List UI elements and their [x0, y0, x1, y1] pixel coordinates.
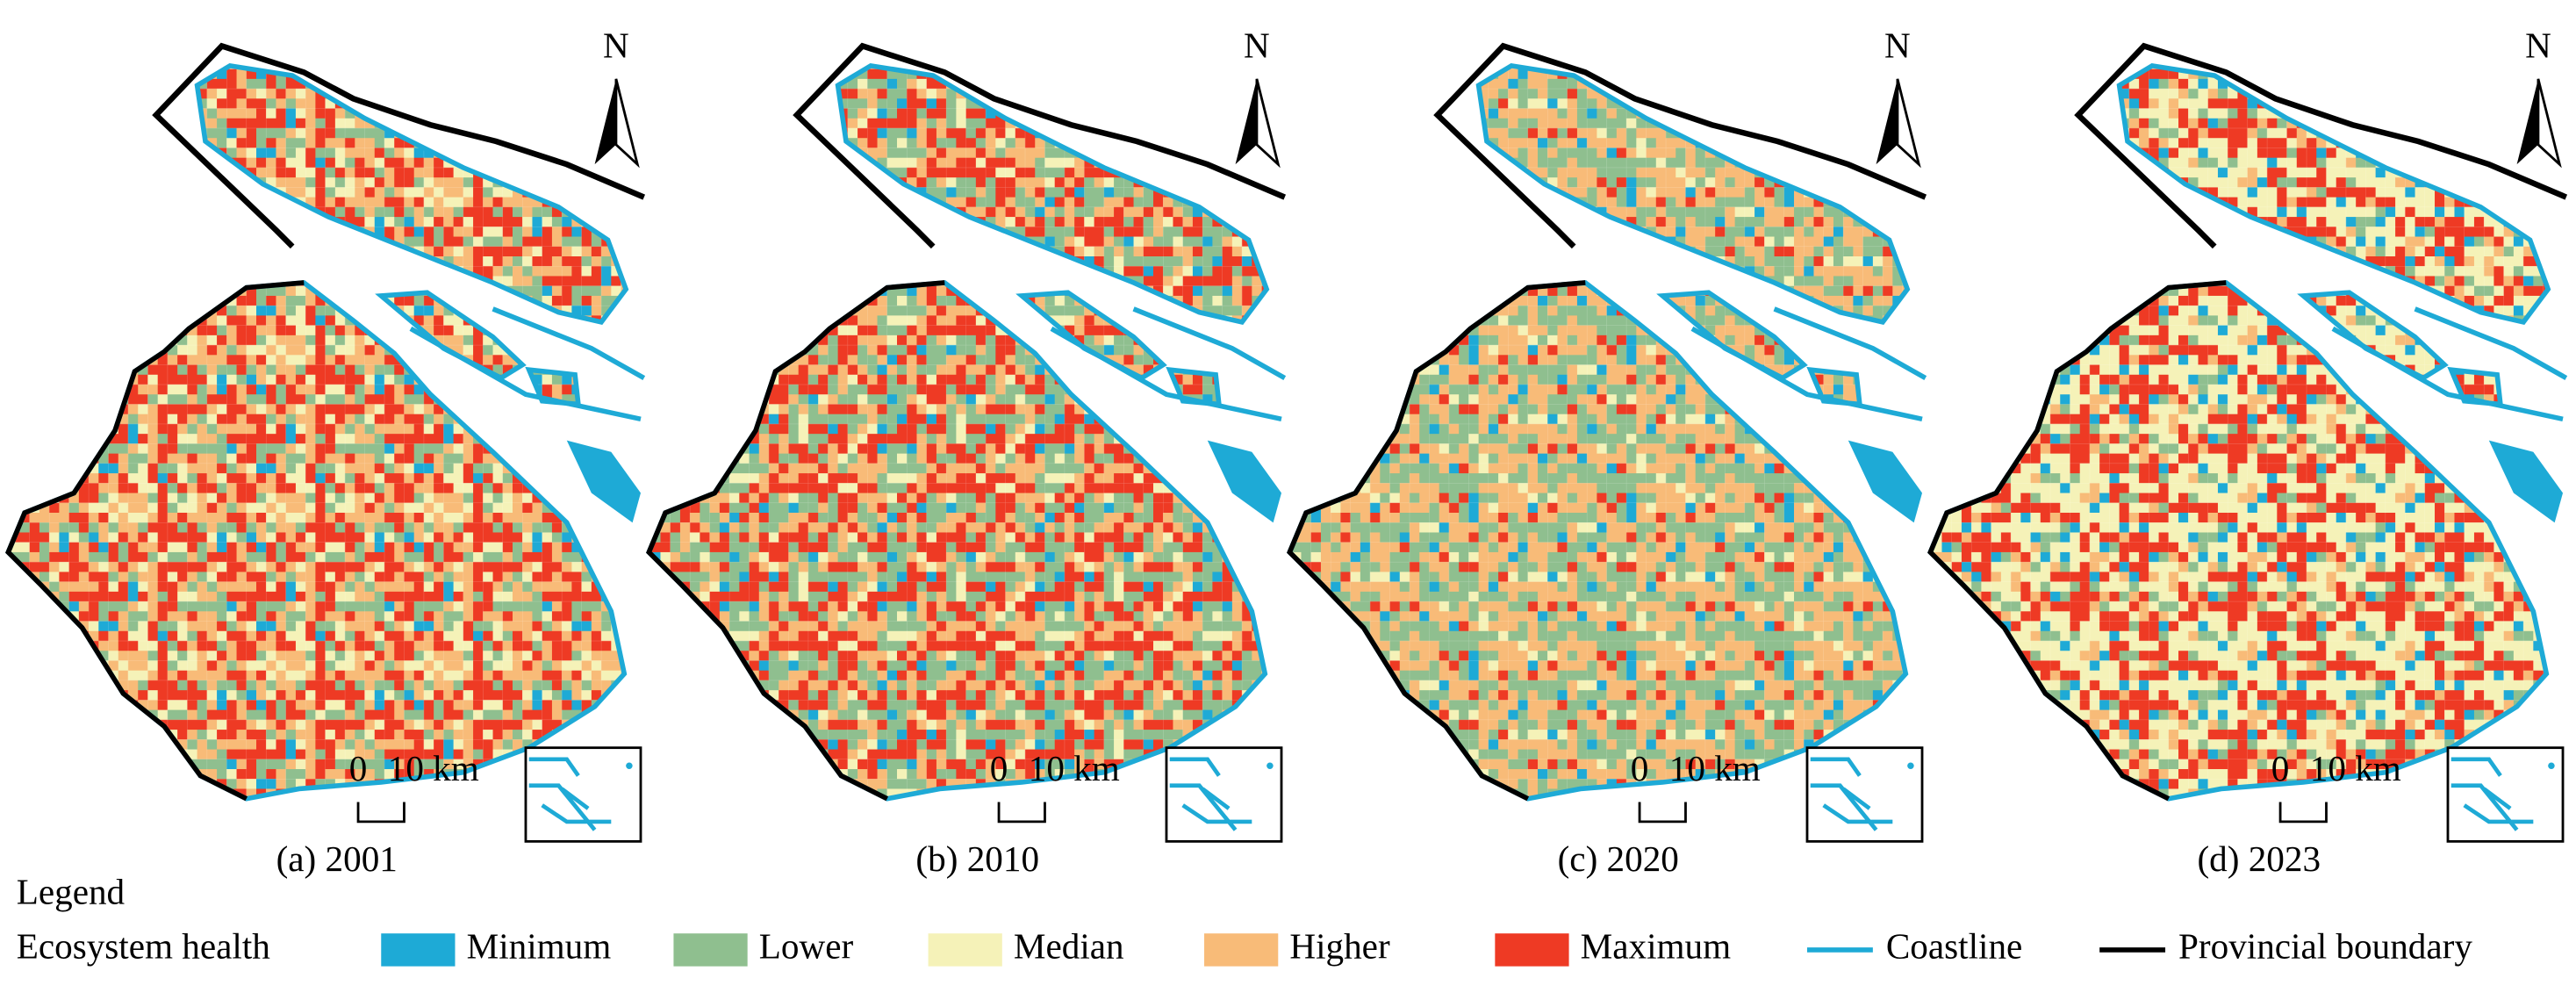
panel-label: (d) 2023: [2197, 838, 2321, 880]
scale-start: 0: [349, 748, 368, 788]
province-boundary: [5, 280, 305, 802]
inset-island: [626, 762, 633, 770]
estuary-line: [1050, 306, 1287, 422]
map-panel: N 0 10 km (b) 2010: [646, 25, 1287, 880]
north-arrow: [1896, 78, 1921, 169]
legend-label: Maximum: [1581, 925, 1731, 966]
north-label: N: [603, 25, 629, 66]
map-panel: N 0 10 km (c) 2020: [1287, 25, 1927, 880]
map-panel: N 0 10 km (d) 2023: [1927, 25, 2568, 880]
panel-label: (c) 2020: [1558, 838, 1679, 880]
north-label: N: [2525, 25, 2551, 66]
legend-swatch: [1495, 933, 1569, 967]
legend-label: Median: [1014, 925, 1124, 966]
legend-group: Ecosystem health: [17, 925, 271, 966]
legend-label: Coastline: [1886, 925, 2022, 966]
province-boundary: [793, 42, 1287, 249]
landmass: [5, 280, 628, 802]
north-arrow: [2516, 78, 2538, 165]
scale-end: 10 km: [2310, 748, 2401, 788]
inset-island: [2548, 762, 2555, 770]
north-arrow: [1235, 78, 1257, 165]
scale-start: 0: [2271, 748, 2290, 788]
legend-swatch: [928, 933, 1002, 967]
scale-bar: [1638, 802, 1687, 824]
legend-swatch: [673, 933, 748, 967]
water: [2488, 440, 2564, 523]
north-label: N: [1244, 25, 1270, 66]
inset-island: [1266, 762, 1274, 770]
water: [1207, 440, 1282, 523]
legend-label: Provincial boundary: [2178, 925, 2472, 966]
inset-coast: [528, 757, 612, 831]
scale-bar: [356, 802, 405, 824]
panel-label: (a) 2001: [276, 838, 398, 880]
island: [1475, 62, 1911, 326]
island: [194, 62, 629, 326]
estuary-line: [2331, 306, 2568, 422]
north-arrow: [594, 78, 616, 165]
scale-end: 10 km: [1669, 748, 1761, 788]
province-boundary: [1287, 280, 1586, 802]
scale-end: 10 km: [1029, 748, 1120, 788]
landmass: [1287, 280, 1909, 802]
estuary-line: [1690, 306, 1927, 422]
north-arrow: [1255, 78, 1281, 169]
north-label: N: [1884, 25, 1911, 66]
legend-label: Minimum: [467, 925, 612, 966]
north-arrow: [1876, 78, 1898, 165]
legend-label: Lower: [759, 925, 854, 966]
inset-island: [1907, 762, 1914, 770]
scale-start: 0: [990, 748, 1008, 788]
scale-bar: [997, 802, 1046, 824]
legend-swatch: [1204, 933, 1279, 967]
inset-frame: [524, 746, 642, 843]
province-boundary: [2074, 42, 2568, 249]
map-panel: N 0 10 km (a) 2001: [5, 25, 646, 880]
province-boundary: [646, 280, 945, 802]
scale-end: 10 km: [388, 748, 479, 788]
water: [1848, 440, 1923, 523]
island: [835, 62, 1270, 326]
north-arrow: [614, 78, 640, 169]
panel-label: (b) 2010: [915, 838, 1039, 880]
scale-start: 0: [1631, 748, 1649, 788]
water: [566, 440, 642, 523]
legend-label: Higher: [1289, 925, 1390, 966]
scale-bar: [2278, 802, 2328, 824]
legend-title: Legend: [17, 872, 126, 912]
inset-frame: [1805, 746, 1924, 843]
inset-frame: [2446, 746, 2565, 843]
province-boundary: [152, 42, 646, 249]
estuary-line: [409, 306, 646, 422]
province-boundary: [1927, 280, 2227, 802]
inset-coast: [1169, 757, 1252, 831]
legend-swatch: [381, 933, 456, 967]
landmass: [646, 280, 1268, 802]
inset-frame: [1165, 746, 1283, 843]
inset-coast: [2450, 757, 2534, 831]
province-boundary: [1433, 42, 1927, 249]
island: [2116, 62, 2551, 326]
landmass: [1927, 280, 2550, 802]
north-arrow: [2537, 78, 2562, 169]
inset-coast: [1810, 757, 1893, 831]
